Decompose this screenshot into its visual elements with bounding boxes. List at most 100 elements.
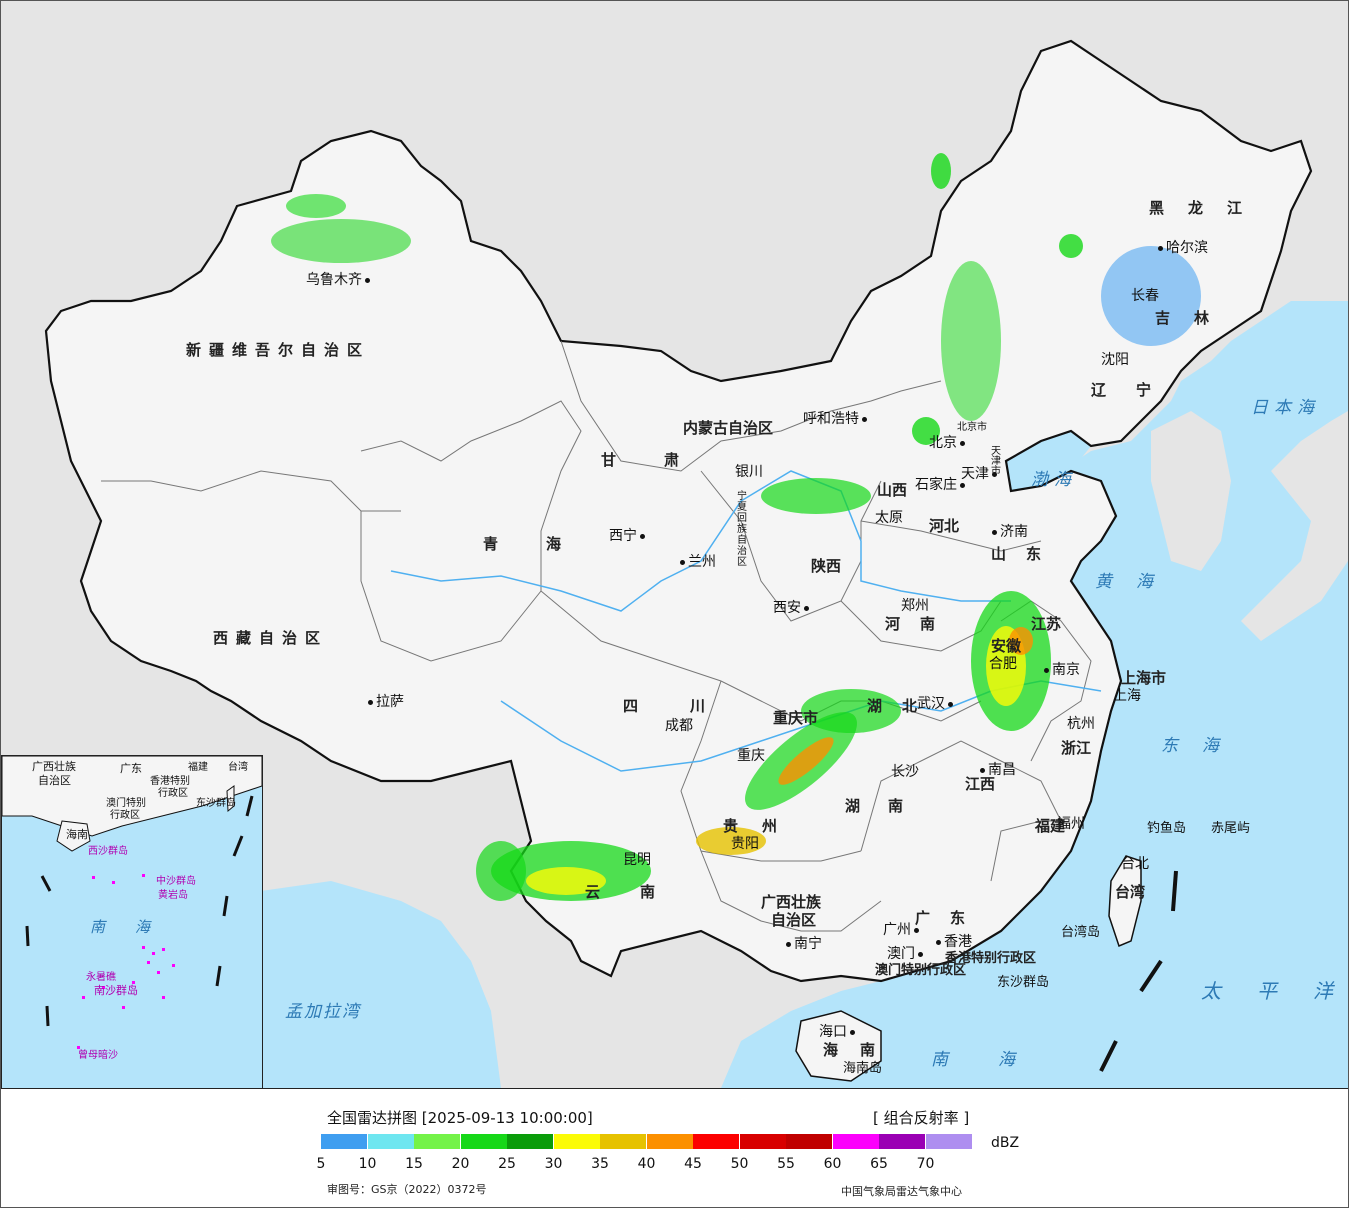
island-label: 台湾岛: [1061, 925, 1101, 940]
city-label: 乌鲁木齐: [306, 269, 373, 289]
city-label: 广州: [883, 919, 922, 939]
city-label: 海口: [819, 1021, 858, 1041]
city-label: 兰州: [677, 551, 716, 571]
city-label: 长春: [1131, 288, 1159, 304]
scale-tick-label: 50: [730, 1156, 749, 1172]
inset-label: 澳门特别: [106, 798, 146, 809]
province-label: 江苏: [1031, 615, 1062, 633]
city-label: 西安: [773, 597, 812, 617]
inset-label: 海南: [66, 828, 88, 841]
scale-tick-label: 65: [870, 1156, 888, 1172]
province-boundaries: [101, 340, 1092, 932]
province-label: 甘肃: [601, 451, 728, 469]
province-label: 澳门特别行政区: [875, 963, 967, 978]
inset-label: 南海: [90, 918, 181, 936]
city-label: 太原: [875, 510, 903, 526]
scale-tick-label: 5: [316, 1156, 326, 1172]
province-label: 河南: [885, 615, 956, 633]
island-label: 东沙群岛: [997, 975, 1050, 990]
province-label: 重庆市: [773, 709, 819, 727]
radar-echoes: [271, 153, 1201, 901]
color-swatch: [367, 1134, 414, 1149]
city-label: 合肥: [989, 656, 1017, 672]
south-china-sea-inset: 广西壮族 自治区 广东 福建 台湾 香港特别 行政区 澳门特别 行政区 东沙群岛…: [1, 755, 263, 1089]
inset-label: 广东: [120, 762, 142, 775]
source-label: 中国气象局雷达气象中心: [841, 1185, 962, 1198]
city-label: 长沙: [891, 764, 919, 780]
scale-tick-label: 55: [777, 1156, 795, 1172]
color-swatch: [739, 1134, 786, 1149]
color-swatch: [832, 1134, 879, 1149]
city-label: 昆明: [623, 852, 651, 868]
scale-tick-label: 45: [684, 1156, 702, 1172]
inset-label: 东沙群岛: [196, 798, 236, 809]
sea-label: 渤海: [1031, 470, 1077, 490]
province-label: 山西: [877, 481, 908, 499]
color-swatch: [414, 1134, 460, 1149]
city-label: 银川: [735, 464, 763, 480]
city-label: 北京: [929, 432, 968, 452]
city-label: 杭州: [1067, 716, 1095, 732]
city-label: 沈阳: [1101, 352, 1129, 368]
sea-label: 东海: [1161, 736, 1243, 756]
city-label: 北京市: [957, 422, 987, 433]
province-label: 福建: [1035, 817, 1066, 835]
province-label: 云南: [585, 883, 696, 901]
city-label: 成都: [665, 718, 693, 734]
color-swatch: [553, 1134, 600, 1149]
inset-label: 曾母暗沙: [78, 1050, 118, 1061]
city-label: 济南: [989, 521, 1028, 541]
scale-tick-label: 20: [451, 1156, 470, 1172]
province-label: 青海: [483, 535, 610, 553]
sea-area-bay-of-bengal: [261, 881, 501, 1088]
inset-label: 自治区: [38, 774, 71, 787]
scale-tick-label: 40: [637, 1156, 656, 1172]
inset-map: [2, 756, 262, 1049]
color-swatch: [460, 1134, 507, 1149]
inset-label: 中沙群岛: [156, 876, 196, 887]
city-label: 台北: [1121, 856, 1149, 872]
city-label: 拉萨: [365, 691, 404, 711]
province-label: 自治区: [771, 911, 817, 929]
province-label: 安徽: [991, 637, 1022, 655]
inset-label: 南沙群岛: [94, 984, 138, 997]
province-label: 广西壮族: [761, 893, 822, 911]
city-label: 西宁: [609, 525, 648, 545]
color-swatch: [786, 1134, 832, 1149]
color-swatch: [925, 1134, 972, 1149]
color-swatch: [507, 1134, 553, 1149]
city-label: 天津: [961, 463, 1000, 483]
province-label: 海南: [823, 1041, 898, 1059]
maritime-boundary: [1099, 870, 1178, 1072]
province-label: 陕西: [811, 557, 842, 575]
inset-label: 广西壮族: [32, 760, 76, 773]
map-approval-number: 审图号：GS京（2022）0372号: [327, 1183, 487, 1196]
province-label: 广东: [915, 909, 986, 927]
city-label: 天津市: [991, 446, 1001, 477]
city-label: 南昌: [977, 759, 1016, 779]
color-swatch: [600, 1134, 646, 1149]
hainan-island: [795, 1010, 882, 1082]
city-label: 香港: [933, 931, 972, 951]
sea-label: 太平洋: [1201, 979, 1333, 1003]
inset-label: 永暑礁: [86, 972, 116, 983]
inset-label: 福建: [188, 762, 208, 773]
scale-tick-label: 35: [591, 1156, 609, 1172]
province-label: 内蒙古自治区: [683, 419, 774, 437]
taiwan-island: [1108, 855, 1142, 948]
island-label: 海南岛: [843, 1061, 883, 1076]
province-label: 四川: [623, 697, 758, 715]
city-label: 南京: [1041, 659, 1080, 679]
scale-tick-label: 30: [544, 1156, 563, 1172]
scale-tick-label: 10: [358, 1156, 377, 1172]
island-label: 钓鱼岛: [1147, 821, 1187, 836]
province-label: 河北: [929, 517, 960, 535]
province-label: 江西: [965, 775, 996, 793]
scale-tick-label: 25: [498, 1156, 516, 1172]
sea-label: 黄海: [1095, 572, 1177, 592]
scale-tick-label: 15: [405, 1156, 423, 1172]
sea-label: 南海: [931, 1050, 1065, 1070]
province-label: 台湾: [1115, 883, 1146, 901]
province-label: 宁夏回族自治区: [737, 491, 747, 568]
